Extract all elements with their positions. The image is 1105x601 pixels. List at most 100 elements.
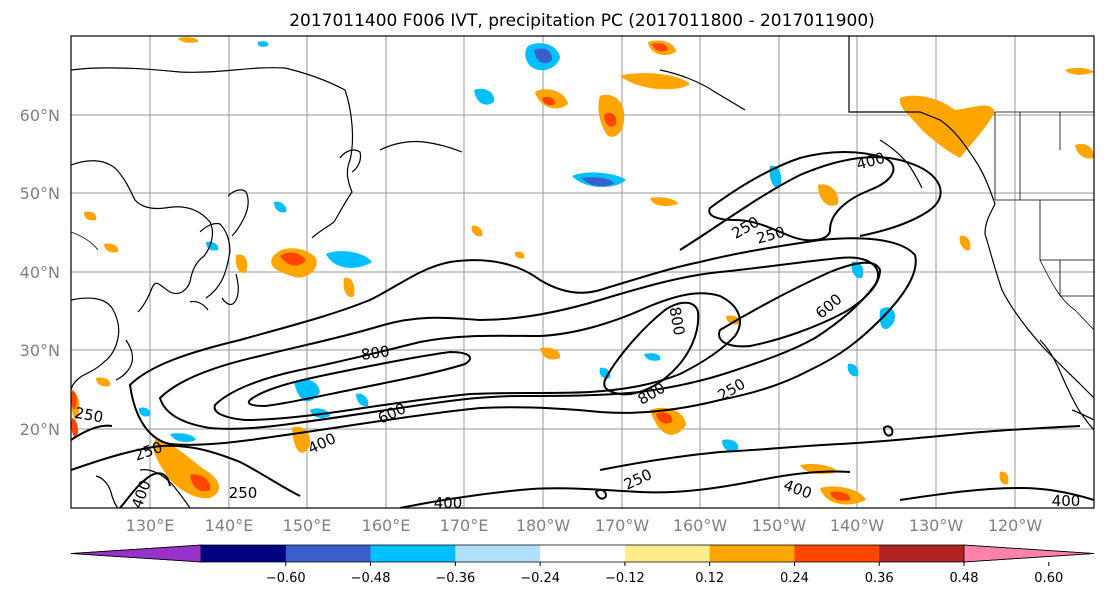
colorbar-segment — [201, 545, 287, 562]
contour-label: 250 — [73, 404, 104, 427]
ivt-contour-250-ne — [679, 156, 942, 251]
precip-positive-area — [542, 96, 556, 106]
precip-positive-area — [830, 491, 851, 501]
lon-label: 150°W — [752, 516, 807, 535]
precip-positive-area — [652, 43, 668, 52]
precip-negative-area — [847, 363, 859, 377]
precip-positive-area — [818, 184, 839, 206]
coastlines — [71, 36, 1094, 508]
colorbar-tick-label: −0.24 — [520, 571, 560, 586]
precip-positive-area — [178, 37, 199, 43]
precip-negative-area — [294, 379, 320, 402]
ivt-contour-small — [882, 425, 894, 437]
contour-label: 250 — [229, 484, 258, 502]
lat-label-40n: 40°N — [20, 263, 60, 282]
precip-negative-area — [582, 177, 614, 186]
colorbar-segment — [370, 545, 456, 562]
precip-positive-area — [959, 235, 971, 251]
ivt-contour-250 — [128, 237, 917, 446]
colorbar-segment — [540, 545, 626, 562]
contour-label: 800 — [666, 305, 689, 336]
precip-positive-area — [650, 197, 678, 206]
precip-positive-area — [104, 243, 119, 253]
ivt-contour-400-ne — [708, 151, 895, 242]
lon-label: 130°E — [126, 516, 175, 535]
precip-negative-area — [769, 165, 782, 189]
precip-positive-area — [235, 254, 248, 273]
precip-positive-area — [999, 471, 1009, 485]
precip-positive-area — [71, 418, 79, 438]
ivt-contour-600 — [213, 292, 741, 422]
lon-label: 180°W — [516, 516, 571, 535]
precip-positive-area — [899, 95, 995, 158]
precip-negative-area — [851, 261, 864, 279]
figure-title: 2017011400 F006 IVT, precipitation PC (2… — [289, 11, 875, 31]
precip-negative-area — [326, 251, 372, 268]
colorbar-tick-label: −0.36 — [435, 571, 475, 586]
ivt-contour-600-b — [718, 261, 882, 348]
precip-negative-area — [534, 48, 552, 64]
lat-label-30n: 30°N — [20, 341, 60, 360]
precip-negative-area — [879, 307, 895, 330]
precip-positive-area — [96, 377, 111, 387]
ivt-contour-800-b — [603, 301, 700, 396]
lat-label-60n: 60°N — [20, 106, 60, 125]
precip-positive-area — [343, 277, 355, 298]
precip-positive-area — [1065, 67, 1094, 75]
ivt-contour-250-sw — [71, 424, 113, 441]
contour-label: 400 — [434, 494, 463, 512]
lat-label-20n: 20°N — [20, 420, 60, 439]
colorbar-segment — [285, 545, 372, 562]
precip-positive-area — [1075, 144, 1094, 159]
precip-positive-area — [656, 412, 673, 424]
colorbar-segment — [624, 545, 711, 562]
precip-negative-area — [257, 41, 269, 47]
precip-positive-area — [726, 315, 741, 325]
map-frame — [70, 35, 1095, 509]
latitude-labels: 60°N 50°N 40°N 30°N 20°N — [20, 106, 60, 439]
ivt-contour-250-tropic — [71, 444, 301, 497]
precip-positive-area — [540, 347, 561, 360]
precip-positive-area — [71, 390, 77, 410]
colorbar-tick-label: 0.24 — [780, 571, 809, 586]
ivt-contours — [71, 151, 1094, 508]
colorbar-tick-label: 0.12 — [695, 571, 724, 586]
precip-negative-area — [274, 201, 287, 213]
precip-negative-area — [644, 353, 661, 361]
precip-positive-area — [514, 251, 525, 259]
lon-label: 170°W — [595, 516, 650, 535]
precip-positive-area — [280, 252, 306, 266]
precip-positive-area — [84, 211, 97, 221]
precip-anomaly-shading — [71, 37, 1094, 505]
ivt-contour-250-south — [599, 425, 1081, 471]
colorbar-segment — [879, 545, 965, 562]
lon-label: 130°W — [909, 516, 964, 535]
lon-label: 140°W — [830, 516, 885, 535]
lon-label: 140°E — [205, 516, 254, 535]
lon-label: 160°E — [362, 516, 411, 535]
contour-label: 800 — [360, 342, 391, 364]
lon-label: 150°E — [283, 516, 332, 535]
lon-label: 160°W — [673, 516, 728, 535]
colorbar-frame — [70, 544, 1095, 563]
colorbar-segment — [794, 545, 880, 562]
precip-negative-area — [474, 88, 495, 105]
colorbar-segment — [709, 545, 795, 562]
precip-positive-area — [620, 73, 690, 90]
colorbar-tick-label: −0.12 — [605, 571, 645, 586]
colorbar-tick-label: −0.48 — [351, 571, 391, 586]
ivt-contour-400-se — [899, 486, 1094, 501]
colorbar-segment — [455, 545, 541, 562]
ivt-contour-400-tropic — [399, 470, 851, 508]
colorbar-extend-low — [70, 544, 202, 563]
ivt-contour-800 — [247, 350, 471, 408]
precip-negative-area — [356, 393, 369, 407]
precip-positive-area — [604, 112, 617, 127]
precip-negative-area — [170, 433, 196, 442]
political-borders — [71, 36, 1094, 331]
colorbar: −0.60 −0.48 −0.36 −0.24 −0.12 0.12 0.24 0.36 0.4… — [70, 544, 1095, 586]
colorbar-tick-label: 0.48 — [950, 571, 979, 586]
lon-label: 170°E — [440, 516, 489, 535]
precip-positive-area — [190, 474, 211, 492]
